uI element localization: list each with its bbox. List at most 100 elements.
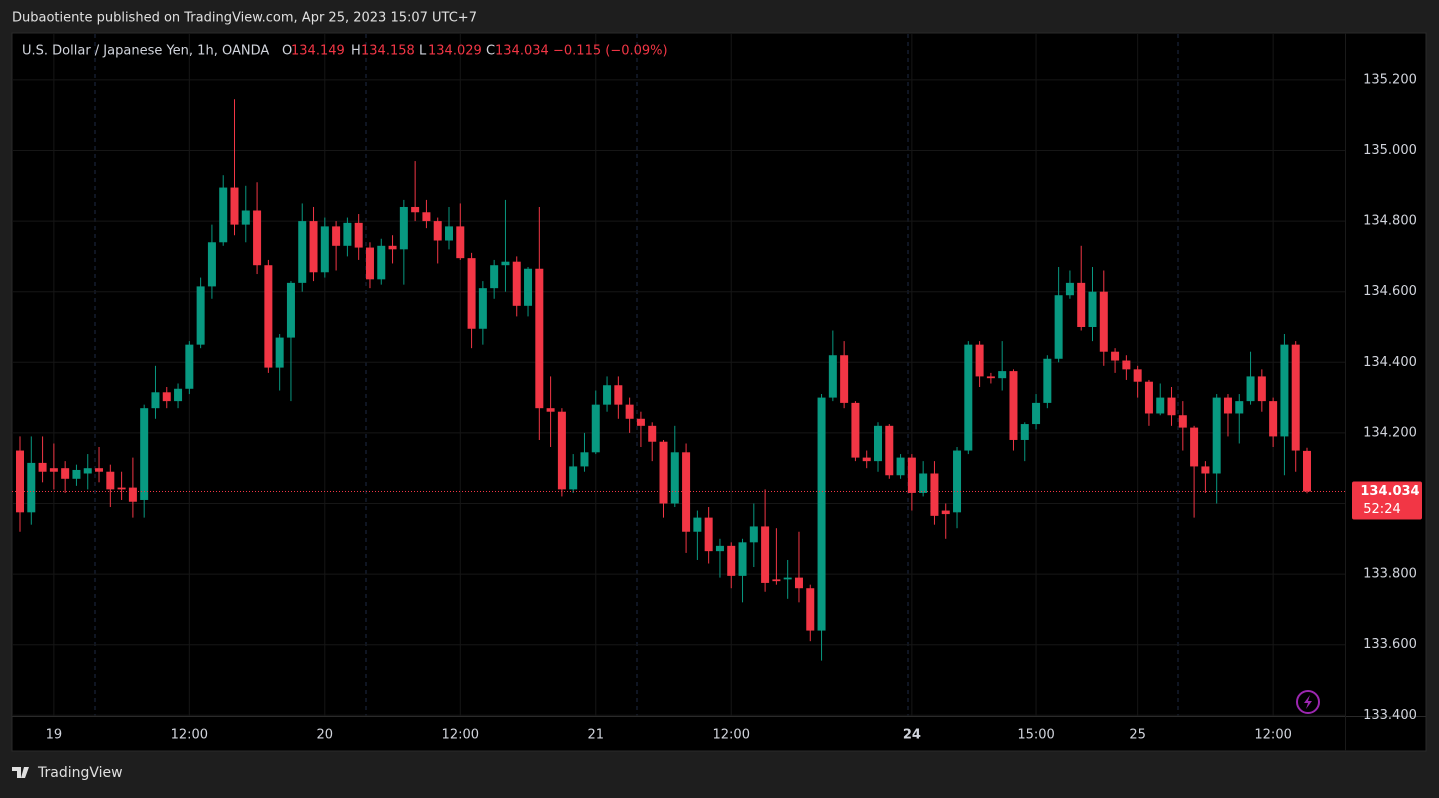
candles [12,99,1345,661]
candle-body [998,371,1007,379]
candle-body [535,268,544,409]
candle-body [433,221,442,241]
candle-body [467,258,476,329]
candle-body [388,245,397,250]
x-tick-label: 12:00 [1254,728,1291,743]
candle-body [546,408,555,412]
ohlc-label: L [419,44,427,59]
symbol-title: U.S. Dollar / Japanese Yen, 1h, OANDA [22,44,269,59]
y-tick-label: 133.600 [1363,637,1417,652]
candle-body [275,337,284,368]
candle-body [1167,397,1176,416]
candle-body [185,344,194,389]
candle-body [286,282,295,338]
y-tick-label: 135.000 [1363,143,1417,158]
candle-body [354,222,363,248]
candle-body [1077,282,1086,327]
candle-body [1303,450,1311,492]
candle-body [614,385,623,405]
candle-body [1156,397,1165,414]
candle-body [828,355,837,398]
candle-body [659,441,668,504]
y-tick-label: 133.400 [1363,708,1417,723]
x-tick-label: 15:00 [1017,728,1054,743]
x-tick-label: 12:00 [442,728,479,743]
y-tick-label: 134.600 [1363,284,1417,299]
candle-body [862,457,871,462]
brand-name: TradingView [37,765,123,781]
candle-body [1043,358,1052,403]
x-tick-label: 20 [317,728,334,743]
publisher-line: Dubaotiente published on TradingView.com… [12,11,477,26]
candle-body [1269,401,1278,437]
labels: 133.400133.600133.800134.000134.200134.4… [46,72,1422,743]
candle-body [603,385,612,405]
ohlc-label: O [282,44,292,59]
candle-body [738,542,747,576]
grid [12,34,1345,716]
candle-body [591,404,600,453]
y-tick-label: 134.800 [1363,214,1417,229]
candle-body [953,450,962,513]
ohlc-label: H [351,44,361,59]
candle-body [49,468,58,472]
candle-body [670,452,679,504]
lightning-ring[interactable] [1296,690,1320,714]
candle-body [919,473,928,493]
candle-body [648,425,657,442]
lightning-bolt[interactable] [1304,695,1312,709]
candle-body [27,462,36,513]
candle-body [1111,351,1120,361]
candle-body [501,261,510,266]
candle-body [761,526,770,583]
candle-body [196,286,205,345]
candle-body [1280,344,1289,437]
candle-body [422,212,431,222]
candle-body [16,450,24,513]
candle-body [253,210,262,266]
candle-body [365,247,374,280]
candle-body [885,425,894,476]
candle-body [1144,381,1153,414]
high-value: 134.158 [361,44,415,59]
candle-body [727,545,736,576]
candle-body [456,226,465,259]
candle-body [1257,376,1266,402]
x-tick-label: 12:00 [171,728,208,743]
candle-body [749,526,758,543]
candle-body [264,265,273,368]
candle-body [140,408,149,500]
candle-body [117,487,126,490]
candle-body [964,344,973,451]
candle-body [1291,344,1300,451]
candle-body [83,468,92,474]
x-tick-label: 24 [903,728,921,743]
candle-body [1009,371,1018,440]
candle-body [1099,291,1108,352]
candle-body [298,221,307,283]
x-tick-label: 21 [587,728,604,743]
candle-body [896,457,905,476]
candle-body [230,187,239,225]
candle-body [1223,397,1232,414]
candle-body [478,288,487,329]
candle-body [817,397,826,631]
lightning-icon[interactable] [1296,690,1320,714]
y-tick-label: 134.400 [1363,355,1417,370]
candle-body [411,206,420,213]
y-tick-label: 133.800 [1363,567,1417,582]
candle-body [377,245,386,280]
candle-body [332,226,341,246]
price-tag [1352,481,1422,520]
candle-body [557,411,566,490]
candle-body [1201,466,1210,474]
candle-body [1246,376,1255,402]
candle-body [106,471,115,490]
candle-body [61,468,70,479]
candle-body [524,268,533,306]
candle-body [1235,401,1244,414]
candle-body [174,388,183,402]
candle-body [320,226,329,273]
open-value: 134.149 [291,44,345,59]
